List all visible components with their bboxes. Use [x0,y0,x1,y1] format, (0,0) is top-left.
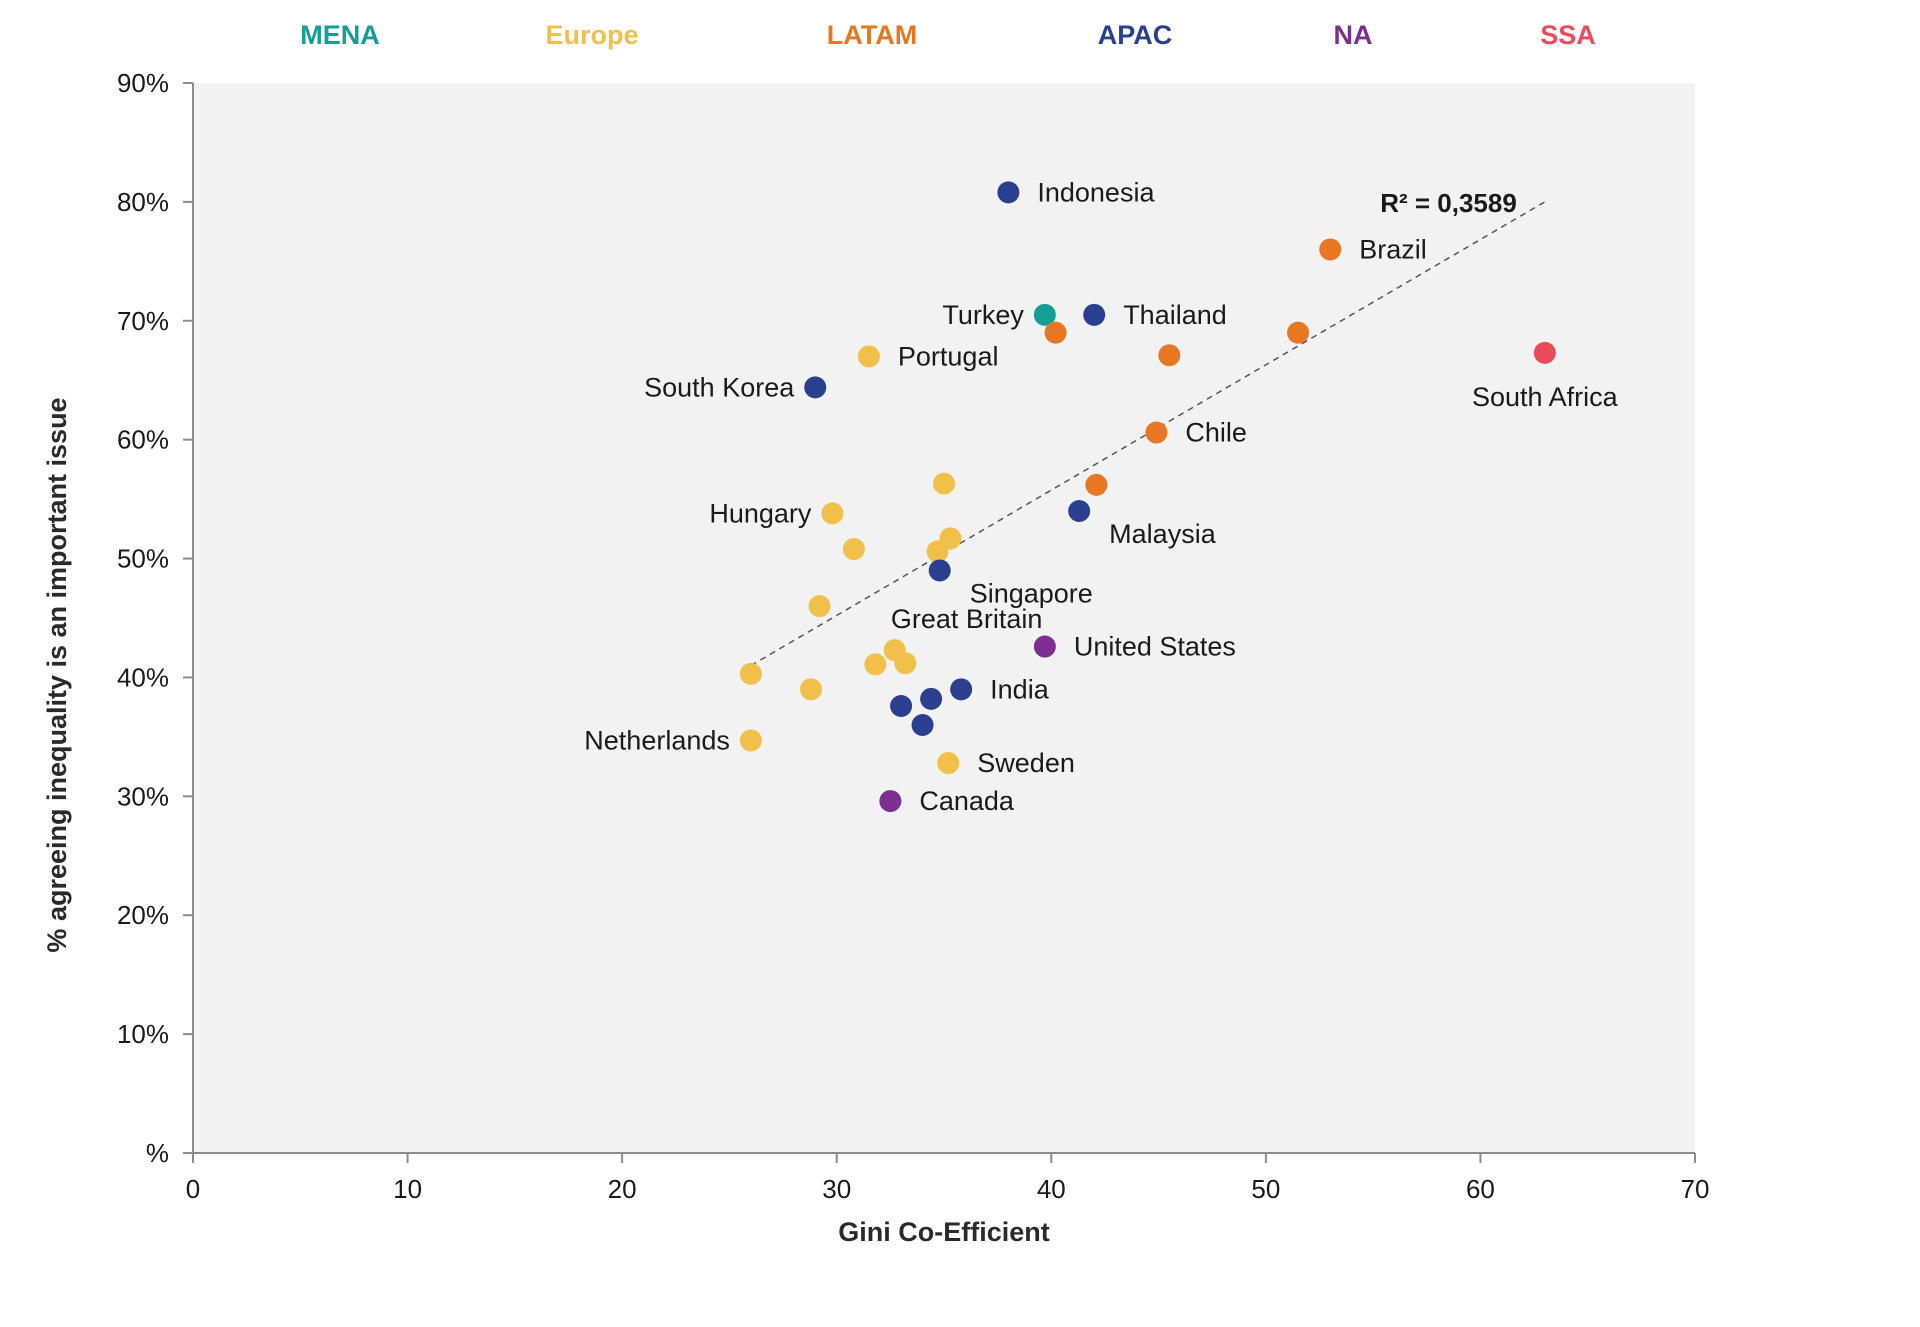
data-point [894,652,917,675]
axes: % 10% 20% 30% 40% 50% 60% 70% 80% 90% 0 10 20 30 40 50 6… [117,68,1710,1204]
y-axis-title: % agreeing inequality is an important is… [42,397,72,952]
x-tick-label: 20 [608,1174,637,1204]
data-point [933,472,955,495]
legend: MENA Europe LATAM APAC NA SSA [300,20,1596,50]
data-point [997,181,1020,204]
point-label: Canada [919,786,1015,816]
point-labels: Turkey Portugal Hungary Great Britain Nether… [584,177,1618,816]
x-tick-label: 70 [1681,1174,1710,1204]
point-label: Brazil [1359,234,1427,264]
data-point [1145,421,1168,444]
y-tick-label: 40% [117,662,169,692]
y-tick-label: 30% [117,781,169,811]
legend-entry: LATAM [827,20,917,50]
data-point [911,714,934,736]
data-point [1158,344,1181,367]
legend-entry: Europe [545,20,638,50]
point-label: Netherlands [584,725,730,755]
r-squared-label: R² = 0,3589 [1380,188,1517,218]
point-label: United States [1074,632,1236,662]
y-tick-label: 20% [117,900,169,930]
data-point [879,790,902,813]
x-tick-label: 30 [822,1174,851,1204]
data-point [864,653,887,676]
data-points [739,181,1556,813]
data-point [821,502,844,525]
data-point [1287,321,1310,344]
legend-entry: MENA [300,20,380,50]
point-label: Indonesia [1037,177,1155,207]
y-tick-label: 70% [117,306,169,336]
data-point [808,595,831,618]
data-point [950,678,973,701]
legend-entry: SSA [1540,20,1596,50]
data-point [1085,473,1108,496]
data-point [739,729,762,752]
point-label: Turkey [942,300,1024,330]
data-point [1033,635,1056,658]
point-label: Singapore [970,578,1093,608]
data-point [739,662,762,685]
x-tick-label: 50 [1251,1174,1280,1204]
data-point [1033,303,1056,326]
plot-area [193,83,1695,1153]
data-point [1068,500,1091,522]
x-axis-title: Gini Co-Efficient [838,1217,1050,1247]
data-point [1533,341,1556,364]
point-label: South Africa [1472,382,1619,412]
point-label: Thailand [1123,300,1227,330]
data-point [804,376,827,399]
point-label: Great Britain [891,604,1043,634]
y-tick-label: % [146,1138,169,1168]
x-tick-label: 60 [1466,1174,1495,1204]
y-tick-label: 90% [117,68,169,98]
y-tick-label: 10% [117,1019,169,1049]
data-point [937,752,960,775]
data-point [939,527,962,550]
data-point [1083,303,1106,326]
data-point [890,694,913,717]
point-label: Sweden [977,748,1075,778]
y-tick-label: 50% [117,544,169,574]
data-point [857,345,880,368]
point-label: Portugal [898,341,999,371]
y-tick-label: 80% [117,187,169,217]
legend-entry: APAC [1098,20,1173,50]
data-point [920,687,943,710]
point-label: Hungary [709,498,812,528]
data-point [1044,321,1067,344]
x-tick-label: 40 [1037,1174,1066,1204]
point-label: Chile [1185,418,1247,448]
x-tick-label: 10 [393,1174,422,1204]
x-tick-label: 0 [186,1174,200,1204]
data-point [842,538,865,561]
trendline-group: R² = 0,3589 [750,188,1546,667]
data-point [1319,238,1342,261]
point-label: South Korea [644,372,795,402]
legend-entry: NA [1334,20,1373,50]
point-label: India [990,674,1050,704]
point-label: Malaysia [1109,519,1217,549]
data-point [799,678,822,701]
y-tick-label: 60% [117,425,169,455]
data-point [928,559,951,582]
